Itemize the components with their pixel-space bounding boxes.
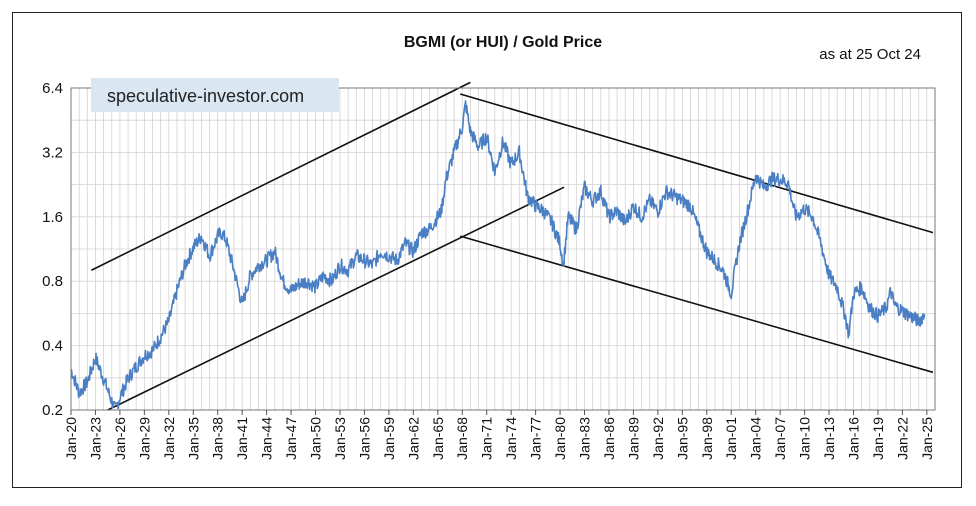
series-line	[70, 100, 926, 410]
x-tick-label: Jan-44	[259, 417, 275, 460]
x-tick-label: Jan-47	[283, 417, 299, 460]
trend-line	[91, 81, 471, 271]
watermark: speculative-investor.com	[107, 86, 304, 106]
plot-border	[70, 87, 936, 411]
x-tick-label: Jan-65	[430, 417, 446, 460]
x-tick-label: Jan-98	[699, 417, 715, 460]
x-tick-label: Jan-23	[87, 417, 103, 460]
x-tick-label: Jan-26	[112, 417, 128, 460]
x-tick-label: Jan-38	[210, 417, 226, 460]
x-tick-label: Jan-35	[185, 417, 201, 460]
x-tick-label: Jan-29	[136, 417, 152, 460]
x-tick-label: Jan-62	[405, 417, 421, 460]
chart-frame: 6.4 3.2 1.6 0.8 0.4 0.2 Jan-20 Jan-23 Jan-26 Jan…	[12, 12, 962, 488]
chart-title: BGMI (or HUI) / Gold Price	[404, 34, 602, 51]
x-axis: Jan-20 Jan-23 Jan-26 Jan-29 Jan-32 Jan-35 Jan-…	[63, 410, 935, 460]
trend-line	[459, 235, 934, 374]
x-tick-label: Jan-41	[234, 417, 250, 460]
x-tick-label: Jan-20	[63, 417, 79, 460]
y-tick-label: 3.2	[42, 144, 63, 161]
x-tick-label: Jan-83	[577, 417, 593, 460]
x-tick-label: Jan-13	[821, 417, 837, 460]
x-tick-label: Jan-56	[356, 417, 372, 460]
y-tick-label: 0.2	[42, 402, 63, 419]
y-tick-label: 0.8	[42, 273, 63, 290]
as-at-note: as at 25 Oct 24	[819, 46, 921, 63]
x-tick-label: Jan-89	[625, 417, 641, 460]
x-tick-label: Jan-22	[894, 417, 910, 460]
x-tick-label: Jan-92	[650, 417, 666, 460]
chart: 6.43.21.60.80.40.2 Jan-20 Jan-23 Jan-26 Jan…	[42, 34, 936, 460]
x-tick-label: Jan-04	[748, 417, 764, 460]
trend-line	[459, 93, 934, 234]
x-tick-label: Jan-59	[381, 417, 397, 460]
x-tick-label: Jan-71	[479, 417, 495, 460]
x-tick-label: Jan-32	[161, 417, 177, 460]
watermark-box	[91, 78, 339, 112]
y-tick-label: 6.4	[42, 80, 63, 97]
y-tick-label: 0.4	[42, 338, 63, 355]
x-tick-label: Jan-19	[870, 417, 886, 460]
x-tick-label: Jan-86	[601, 417, 617, 460]
trendlines	[91, 81, 934, 411]
x-tick-label: Jan-10	[797, 417, 813, 460]
x-tick-label: Jan-53	[332, 417, 348, 460]
y-tick-label: 1.6	[42, 209, 63, 226]
x-tick-label: Jan-77	[528, 417, 544, 460]
grid	[71, 87, 935, 411]
x-tick-label: Jan-68	[454, 417, 470, 460]
x-tick-label: Jan-01	[723, 417, 739, 460]
x-tick-label: Jan-80	[552, 417, 568, 460]
y-axis: 6.4 3.2 1.6 0.8 0.4 0.2	[42, 80, 63, 419]
trend-line	[107, 186, 565, 411]
x-tick-label: Jan-25	[919, 417, 935, 460]
x-tick-label: Jan-95	[674, 417, 690, 460]
x-tick-label: Jan-16	[845, 417, 861, 460]
x-tick-label: Jan-50	[308, 417, 324, 460]
x-tick-label: Jan-07	[772, 417, 788, 460]
x-tick-label: Jan-74	[503, 417, 519, 460]
